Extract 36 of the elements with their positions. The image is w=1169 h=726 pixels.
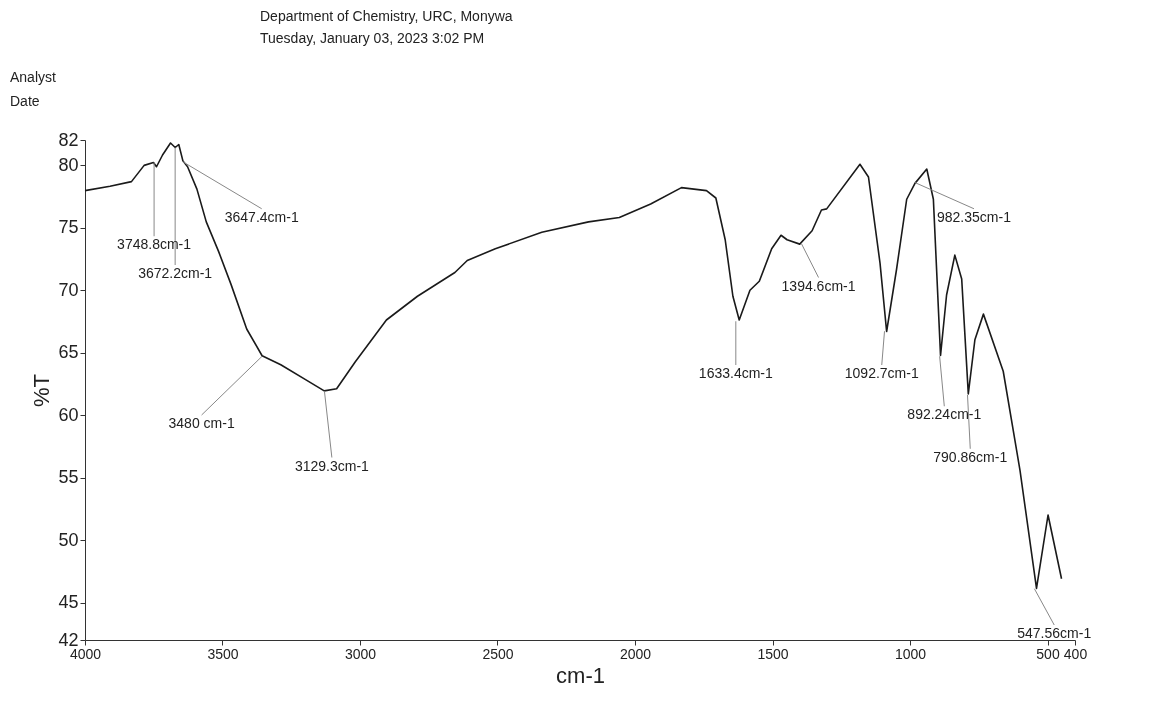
annotation: 892.24cm-1 — [907, 406, 982, 423]
text: Date — [10, 93, 40, 109]
x-tick-label: 1500 — [757, 645, 789, 662]
x-tick-label: 1000 — [894, 645, 927, 662]
x-axis-title: cm-1 — [556, 662, 605, 688]
text: Analyst — [10, 69, 57, 85]
annotation: 3129.3cm-1 — [294, 457, 370, 474]
y-tick-label: 60 — [58, 404, 79, 425]
y-tick-label: 50 — [58, 529, 79, 550]
annotation: 3748.8cm-1 — [117, 236, 192, 253]
annotation: 982.35cm-1 — [937, 208, 1012, 225]
x-tick-label: 3000 — [344, 645, 377, 662]
annotation: 3480 cm-1 — [168, 415, 235, 431]
x-tick-label: 2500 — [482, 645, 514, 662]
y-axis-title: %T — [29, 374, 55, 407]
x-tick-label: 2000 — [619, 645, 652, 662]
annotation: 790.86cm-1 — [933, 448, 1008, 465]
annotation: 3672.2cm-1 — [138, 265, 213, 281]
annotation: 1633.4cm-1 — [698, 365, 773, 381]
y-tick-label: 45 — [58, 592, 79, 612]
chart-subtitle: Tuesday, January 03, 2023 3:02 PM — [260, 30, 485, 46]
y-tick-label: 82 — [58, 129, 79, 150]
y-tick-label: 55 — [58, 467, 79, 487]
y-tick-label: 80 — [58, 154, 79, 175]
x-tick-label: 400 — [1063, 645, 1088, 662]
y-tick-label: 70 — [58, 279, 79, 300]
x-tick-label: 500 — [1036, 645, 1060, 662]
annotation: 1092.7cm-1 — [844, 365, 919, 381]
line-series — [84, 142, 1063, 590]
annotation: 3647.4cm-1 — [224, 208, 299, 225]
annotation: 547.56cm-1 — [1017, 625, 1092, 641]
y-tick-label: 75 — [58, 217, 79, 237]
x-tick-label: 3500 — [207, 645, 239, 662]
y-tick-label: 65 — [58, 342, 79, 362]
annotation: 1394.6cm-1 — [781, 277, 856, 294]
chart-title: Department of Chemistry, URC, Monywa — [260, 8, 513, 24]
